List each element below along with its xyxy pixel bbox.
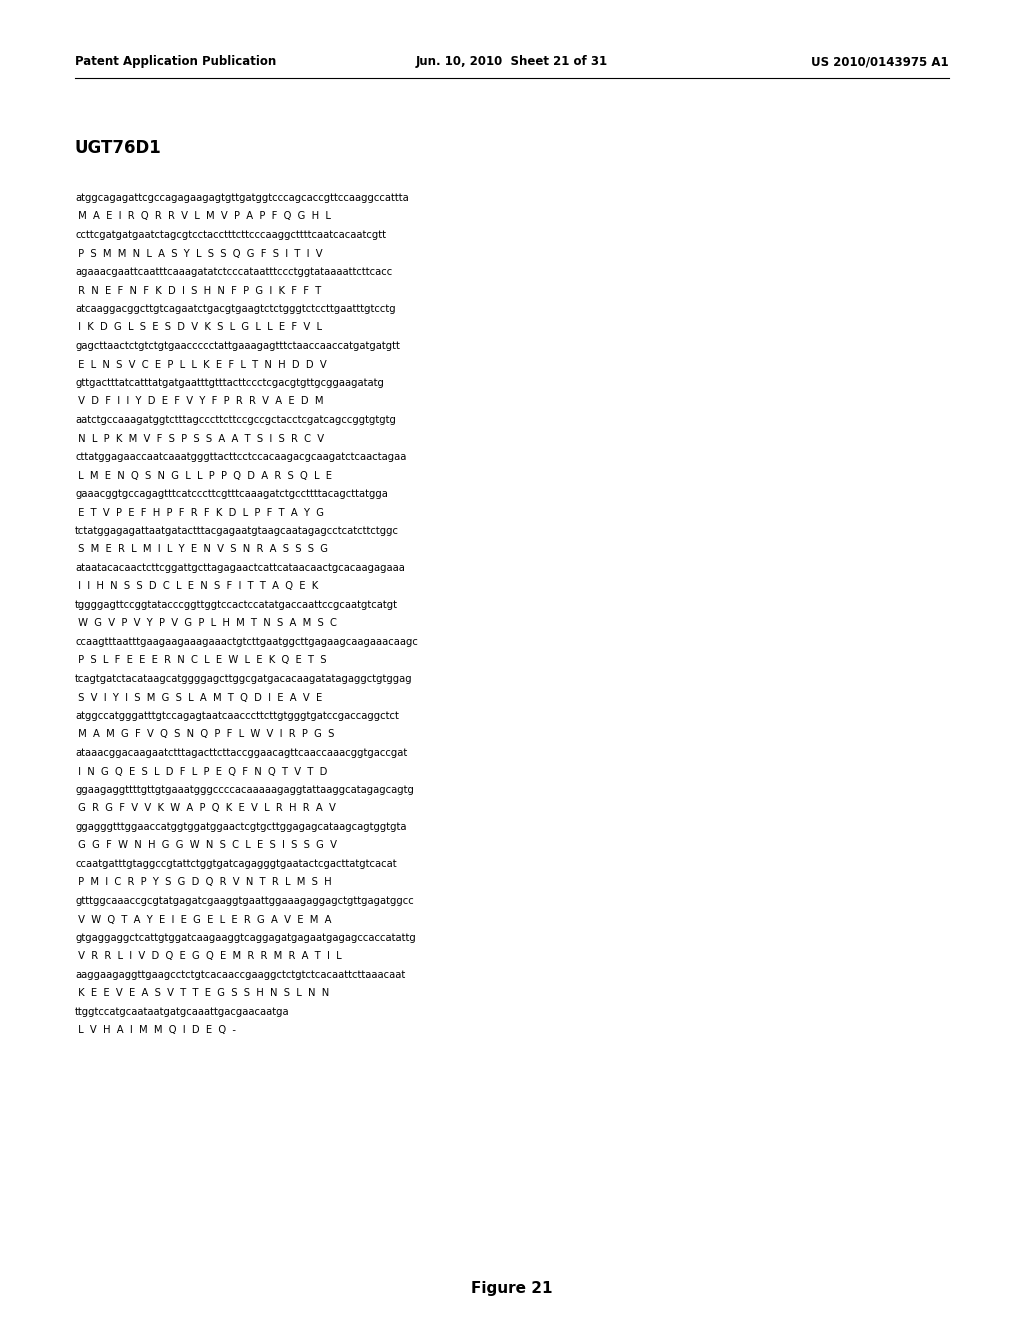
Text: R  N  E  F  N  F  K  D  I  S  H  N  F  P  G  I  K  F  F  T: R N E F N F K D I S H N F P G I K F F T: [75, 285, 322, 296]
Text: G  G  F  W  N  H  G  G  W  N  S  C  L  E  S  I  S  S  G  V: G G F W N H G G W N S C L E S I S S G V: [75, 841, 337, 850]
Text: P  S  L  F  E  E  E  R  N  C  L  E  W  L  E  K  Q  E  T  S: P S L F E E E R N C L E W L E K Q E T S: [75, 656, 327, 665]
Text: I  I  H  N  S  S  D  C  L  E  N  S  F  I  T  T  A  Q  E  K: I I H N S S D C L E N S F I T T A Q E K: [75, 582, 318, 591]
Text: tggggagttccggtatacccggttggtccactccatatgaccaattccgcaatgtcatgt: tggggagttccggtatacccggttggtccactccatatga…: [75, 601, 398, 610]
Text: G  R  G  F  V  V  K  W  A  P  Q  K  E  V  L  R  H  R  A  V: G R G F V V K W A P Q K E V L R H R A V: [75, 804, 336, 813]
Text: I  K  D  G  L  S  E  S  D  V  K  S  L  G  L  L  E  F  V  L: I K D G L S E S D V K S L G L L E F V L: [75, 322, 322, 333]
Text: gtgaggaggctcattgtggatcaagaaggtcaggagatgagaatgagagccaccatattg: gtgaggaggctcattgtggatcaagaaggtcaggagatga…: [75, 933, 416, 942]
Text: ccttcgatgatgaatctagcgtcctacctttcttcccaaggcttttcaatcacaatcgtt: ccttcgatgatgaatctagcgtcctacctttcttcccaag…: [75, 230, 386, 240]
Text: L  M  E  N  Q  S  N  G  L  L  P  P  Q  D  A  R  S  Q  L  E: L M E N Q S N G L L P P Q D A R S Q L E: [75, 470, 332, 480]
Text: ggagggtttggaaccatggtggatggaactcgtgcttggagagcataagcagtggtgta: ggagggtttggaaccatggtggatggaactcgtgcttgga…: [75, 822, 407, 832]
Text: N  L  P  K  M  V  F  S  P  S  S  A  A  T  S  I  S  R  C  V: N L P K M V F S P S S A A T S I S R C V: [75, 433, 325, 444]
Text: K  E  E  V  E  A  S  V  T  T  E  G  S  S  H  N  S  L  N  N: K E E V E A S V T T E G S S H N S L N N: [75, 989, 330, 998]
Text: L  V  H  A  I  M  M  Q  I  D  E  Q  -: L V H A I M M Q I D E Q -: [75, 1026, 236, 1035]
Text: gtttggcaaaccgcgtatgagatcgaaggtgaattggaaagaggagctgttgagatggcc: gtttggcaaaccgcgtatgagatcgaaggtgaattggaaa…: [75, 896, 414, 906]
Text: E  T  V  P  E  F  H  P  F  R  F  K  D  L  P  F  T  A  Y  G: E T V P E F H P F R F K D L P F T A Y G: [75, 507, 324, 517]
Text: ataatacacaactcttcggattgcttagagaactcattcataacaactgcacaagagaaa: ataatacacaactcttcggattgcttagagaactcattca…: [75, 564, 404, 573]
Text: ggaagaggttttgttgtgaaatgggccccacaaaaagaggtattaaggcatagagcagtg: ggaagaggttttgttgtgaaatgggccccacaaaaagagg…: [75, 785, 414, 795]
Text: gaaacggtgccagagtttcatcccttcgtttcaaagatctgccttttacagcttatgga: gaaacggtgccagagtttcatcccttcgtttcaaagatct…: [75, 488, 388, 499]
Text: V  D  F  I  I  Y  D  E  F  V  Y  F  P  R  R  V  A  E  D  M: V D F I I Y D E F V Y F P R R V A E D M: [75, 396, 324, 407]
Text: ttggtccatgcaataatgatgcaaattgacgaacaatga: ttggtccatgcaataatgatgcaaattgacgaacaatga: [75, 1007, 290, 1016]
Text: Figure 21: Figure 21: [471, 1280, 553, 1295]
Text: ccaatgatttgtaggccgtattctggtgatcagagggtgaatactcgacttatgtcacat: ccaatgatttgtaggccgtattctggtgatcagagggtga…: [75, 859, 396, 869]
Text: P  M  I  C  R  P  Y  S  G  D  Q  R  V  N  T  R  L  M  S  H: P M I C R P Y S G D Q R V N T R L M S H: [75, 878, 332, 887]
Text: V  W  Q  T  A  Y  E  I  E  G  E  L  E  R  G  A  V  E  M  A: V W Q T A Y E I E G E L E R G A V E M A: [75, 915, 332, 924]
Text: E  L  N  S  V  C  E  P  L  L  K  E  F  L  T  N  H  D  D  V: E L N S V C E P L L K E F L T N H D D V: [75, 359, 327, 370]
Text: agaaacgaattcaatttcaaagatatctcccataatttccctggtataaaattcttcacc: agaaacgaattcaatttcaaagatatctcccataatttcc…: [75, 267, 392, 277]
Text: W  G  V  P  V  Y  P  V  G  P  L  H  M  T  N  S  A  M  S  C: W G V P V Y P V G P L H M T N S A M S C: [75, 619, 337, 628]
Text: Patent Application Publication: Patent Application Publication: [75, 55, 276, 69]
Text: M  A  M  G  F  V  Q  S  N  Q  P  F  L  W  V  I  R  P  G  S: M A M G F V Q S N Q P F L W V I R P G S: [75, 730, 335, 739]
Text: ataaacggacaagaatctttagacttcttaccggaacagttcaaccaaacggtgaccgat: ataaacggacaagaatctttagacttcttaccggaacagt…: [75, 748, 408, 758]
Text: tcagtgatctacataagcatggggagcttggcgatgacacaagatatagaggctgtggag: tcagtgatctacataagcatggggagcttggcgatgacac…: [75, 675, 413, 684]
Text: S  M  E  R  L  M  I  L  Y  E  N  V  S  N  R  A  S  S  S  G: S M E R L M I L Y E N V S N R A S S S G: [75, 544, 328, 554]
Text: UGT76D1: UGT76D1: [75, 139, 162, 157]
Text: I  N  G  Q  E  S  L  D  F  L  P  E  Q  F  N  Q  T  V  T  D: I N G Q E S L D F L P E Q F N Q T V T D: [75, 767, 328, 776]
Text: gagcttaactctgtctgtgaaccccctattgaaagagtttctaaccaaccatgatgatgtt: gagcttaactctgtctgtgaaccccctattgaaagagttt…: [75, 341, 400, 351]
Text: atcaaggacggcttgtcagaatctgacgtgaagtctctgggtctccttgaatttgtcctg: atcaaggacggcttgtcagaatctgacgtgaagtctctgg…: [75, 304, 395, 314]
Text: aatctgccaaagatggtctttagcccttcttccgccgctacctcgatcagccggtgtgtg: aatctgccaaagatggtctttagcccttcttccgccgcta…: [75, 414, 396, 425]
Text: atggcagagattcgccagagaagagtgttgatggtcccagcaccgttccaaggccattta: atggcagagattcgccagagaagagtgttgatggtcccag…: [75, 193, 409, 203]
Text: aaggaagaggttgaagcctctgtcacaaccgaaggctctgtctcacaattcttaaacaat: aaggaagaggttgaagcctctgtcacaaccgaaggctctg…: [75, 970, 406, 979]
Text: gttgactttatcatttatgatgaatttgtttacttccctcgacgtgttgcggaagatatg: gttgactttatcatttatgatgaatttgtttacttccctc…: [75, 378, 384, 388]
Text: Jun. 10, 2010  Sheet 21 of 31: Jun. 10, 2010 Sheet 21 of 31: [416, 55, 608, 69]
Text: P  S  M  M  N  L  A  S  Y  L  S  S  Q  G  F  S  I  T  I  V: P S M M N L A S Y L S S Q G F S I T I V: [75, 248, 323, 259]
Text: tctatggagagattaatgatactttacgagaatgtaagcaatagagcctcatcttctggc: tctatggagagattaatgatactttacgagaatgtaagca…: [75, 525, 399, 536]
Text: cttatggagaaccaatcaaatgggttacttcctccacaagacgcaagatctcaactagaa: cttatggagaaccaatcaaatgggttacttcctccacaag…: [75, 451, 407, 462]
Text: S  V  I  Y  I  S  M  G  S  L  A  M  T  Q  D  I  E  A  V  E: S V I Y I S M G S L A M T Q D I E A V E: [75, 693, 323, 702]
Text: atggccatgggatttgtccagagtaatcaacccttcttgtgggtgatccgaccaggctct: atggccatgggatttgtccagagtaatcaacccttcttgt…: [75, 711, 399, 721]
Text: M  A  E  I  R  Q  R  R  V  L  M  V  P  A  P  F  Q  G  H  L: M A E I R Q R R V L M V P A P F Q G H L: [75, 211, 331, 222]
Text: ccaagtttaatttgaagaagaaagaaactgtcttgaatggcttgagaagcaagaaacaagc: ccaagtttaatttgaagaagaaagaaactgtcttgaatgg…: [75, 638, 418, 647]
Text: V  R  R  L  I  V  D  Q  E  G  Q  E  M  R  R  M  R  A  T  I  L: V R R L I V D Q E G Q E M R R M R A T I …: [75, 952, 342, 961]
Text: US 2010/0143975 A1: US 2010/0143975 A1: [811, 55, 949, 69]
